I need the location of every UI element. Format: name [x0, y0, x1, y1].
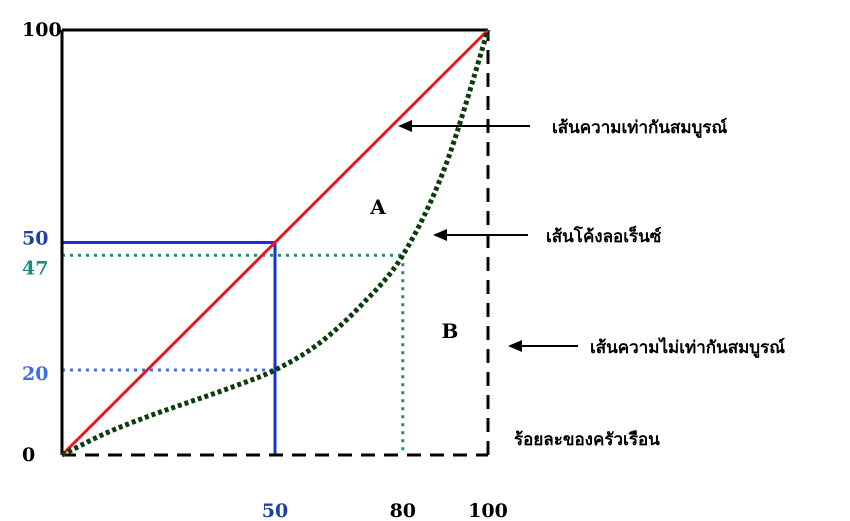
y-tick-label-47: 47	[22, 257, 48, 279]
equality-line	[60, 28, 490, 457]
x-tick-label-50: 50	[262, 500, 288, 521]
arrow-inequality-head	[508, 340, 522, 352]
lorenz-curve-label: เส้นโค้งลอเร็นซ์	[546, 224, 662, 247]
region-label-b: B	[442, 319, 459, 343]
x-tick-label-80: 80	[390, 500, 416, 521]
x-axis-label: ร้อยละของครัวเรือน	[514, 429, 660, 450]
x-tick-label-100: 100	[468, 500, 508, 521]
equality-line-label: เส้นความเท่ากันสมบูรณ์	[552, 117, 727, 139]
y-tick-label-50: 50	[22, 228, 48, 250]
region-label-a: A	[369, 195, 386, 219]
lorenz-curve	[60, 29, 491, 458]
y-tick-label-100: 100	[22, 19, 62, 41]
arrow-lorenz-head	[433, 229, 447, 241]
perfect-inequality-label: เส้นความไม่เท่ากันสมบูรณ์	[590, 337, 785, 359]
y-tick-label-20: 20	[22, 363, 48, 385]
y-tick-label-0: 0	[22, 444, 35, 466]
arrow-equality-head	[398, 120, 412, 132]
